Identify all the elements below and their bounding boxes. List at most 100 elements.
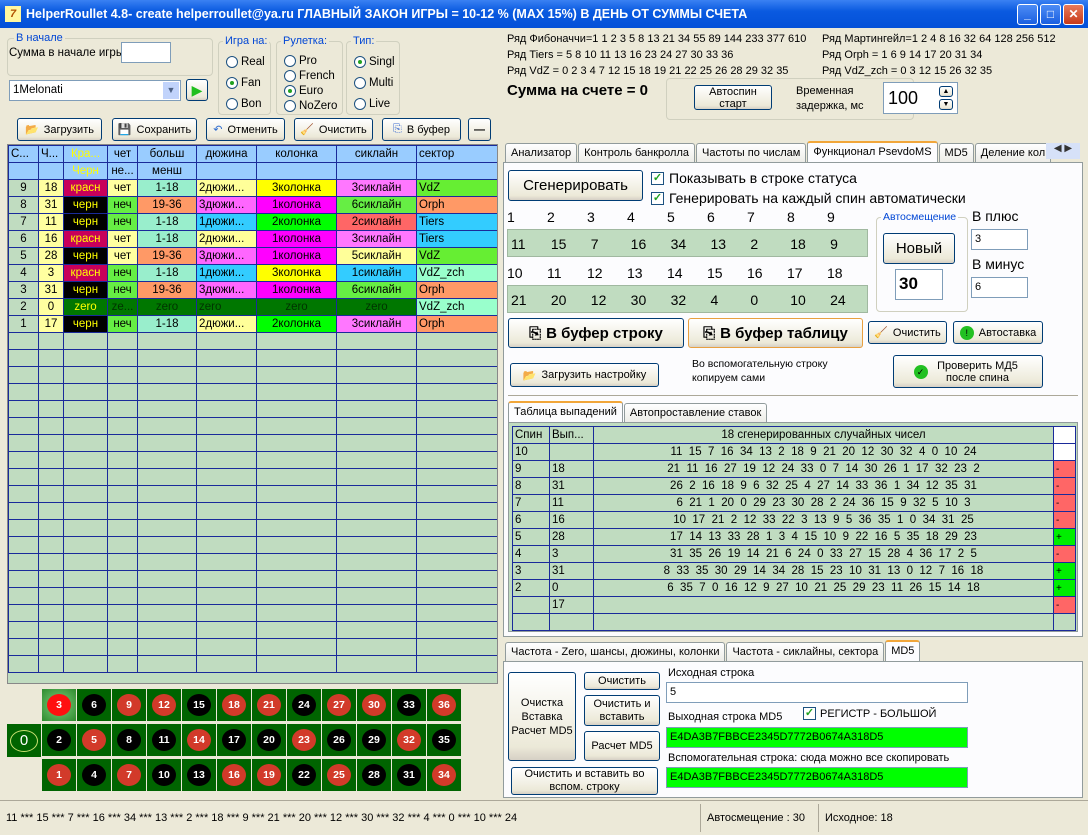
tab-2[interactable]: Частоты по числам <box>696 143 807 163</box>
board-cell-30[interactable]: 30 <box>357 689 391 721</box>
maximize-button[interactable]: □ <box>1040 4 1061 25</box>
history-row[interactable]: 9 18 красн чет 1-18 2дюжи... 3колонка 3сиклайн V… <box>8 179 497 197</box>
board-cell-9[interactable]: 9 <box>112 689 146 721</box>
clear-paste-calc-md5-button[interactable]: Очистка Вставка Расчет MD5 <box>508 672 576 761</box>
md5-clear-button[interactable]: Очистить <box>584 672 660 690</box>
board-cell-7[interactable]: 7 <box>112 759 146 791</box>
radio-roulette-nozero[interactable]: NoZero <box>284 98 337 113</box>
tab-2[interactable]: MD5 <box>885 640 921 662</box>
column-header[interactable] <box>1053 426 1076 444</box>
history-row-empty[interactable] <box>8 332 497 350</box>
history-row-empty[interactable] <box>8 519 497 537</box>
psevdo-clear-button[interactable]: 🧹 Очистить <box>868 321 947 344</box>
column-header[interactable]: сиклайн <box>336 145 417 163</box>
board-cell-28[interactable]: 28 <box>357 759 391 791</box>
column-header[interactable]: Кра... <box>63 145 108 163</box>
drops-row[interactable]: 9 18 21 11 16 27 19 12 24 33 0 7 14 30 26 … <box>512 460 1076 478</box>
radio-game-fan[interactable]: Fan <box>226 75 265 90</box>
board-cell-36[interactable]: 36 <box>427 689 461 721</box>
radio-roulette-euro[interactable]: Euro <box>284 83 337 98</box>
history-row[interactable]: 7 11 черн неч 1-18 1дюжи... 2колонка 2сиклайн Ti… <box>8 213 497 231</box>
board-cell-18[interactable]: 18 <box>217 689 251 721</box>
column-header[interactable]: Ч... <box>38 145 64 163</box>
history-row-empty[interactable] <box>8 349 497 367</box>
load-button[interactable]: 📂 Загрузить <box>17 118 102 141</box>
history-row-empty[interactable] <box>8 604 497 622</box>
column-header[interactable]: Вып... <box>549 426 594 444</box>
delay-spinner[interactable]: 100 ▲ ▼ <box>883 82 958 114</box>
chevron-down-icon[interactable]: ▼ <box>163 82 179 99</box>
board-cell-25[interactable]: 25 <box>322 759 356 791</box>
start-sum-input[interactable] <box>121 42 171 63</box>
source-string-input[interactable]: 5 <box>666 682 968 703</box>
uppercase-checkbox[interactable]: ✓ РЕГИСТР - БОЛЬШОЙ <box>803 707 936 720</box>
spin-up-icon[interactable]: ▲ <box>939 86 953 97</box>
column-header[interactable]: Спин <box>512 426 550 444</box>
tab-0[interactable]: Частота - Zero, шансы, дюжины, колонки <box>505 642 726 662</box>
drops-row[interactable]: 10 11 15 7 16 34 13 2 18 9 21 20 12 30 32… <box>512 443 1076 461</box>
clear-paste-aux-button[interactable]: Очистить и вставить во вспом. строку <box>511 767 658 795</box>
drops-row[interactable]: 6 16 10 17 21 2 12 33 22 3 13 9 5 36 35 1 … <box>512 511 1076 529</box>
board-cell-6[interactable]: 6 <box>77 689 111 721</box>
generated-values-row-1[interactable]: 11 15 7 16 34 13 2 18 9 <box>507 229 868 257</box>
drops-row[interactable]: 17 - <box>512 596 1076 614</box>
history-row-empty[interactable] <box>8 536 497 554</box>
drops-table[interactable]: Спин Вып... 18 сгенерированных случайных ч… <box>508 422 1078 632</box>
board-cell-12[interactable]: 12 <box>147 689 181 721</box>
board-cell-33[interactable]: 33 <box>392 689 426 721</box>
column-header[interactable]: больш <box>137 145 197 163</box>
drops-row[interactable]: 7 11 6 21 1 20 0 29 23 30 28 2 24 36 15 9 … <box>512 494 1076 512</box>
radio-roulette-french[interactable]: French <box>284 68 337 83</box>
drops-row-empty[interactable] <box>512 613 1076 631</box>
history-row-empty[interactable] <box>8 434 497 452</box>
history-table[interactable]: С... Ч... Кра... чет больш дюжина колонка сикла… <box>7 144 498 684</box>
history-row-empty[interactable] <box>8 638 497 656</box>
board-cell-31[interactable]: 31 <box>392 759 426 791</box>
board-cell-19[interactable]: 19 <box>252 759 286 791</box>
md5-output-field[interactable]: E4DA3B7FBBCE2345D7772B0674A318D5 <box>666 727 968 748</box>
history-row[interactable]: 8 31 черн неч 19-36 3дюжи... 1колонка 6сиклайн O… <box>8 196 497 214</box>
tab-3[interactable]: Функционал PsevdoMS <box>807 141 938 163</box>
radio-type-singl[interactable]: Singl <box>354 54 395 69</box>
column-header[interactable]: не... <box>107 162 138 180</box>
drops-row-empty[interactable] <box>512 630 1076 631</box>
board-cell-3[interactable]: 3 <box>42 689 76 721</box>
history-row-empty[interactable] <box>8 451 497 469</box>
column-header[interactable]: С... <box>8 145 39 163</box>
board-cell-17[interactable]: 17 <box>217 724 251 756</box>
tab-4[interactable]: MD5 <box>938 143 974 163</box>
history-row-empty[interactable] <box>8 570 497 588</box>
column-header[interactable]: чет <box>107 145 138 163</box>
new-offset-button[interactable]: Новый <box>883 233 955 264</box>
board-cell-35[interactable]: 35 <box>427 724 461 756</box>
copy-row-button[interactable]: ⎘ В буфер строку <box>508 318 684 348</box>
load-settings-button[interactable]: 📂 Загрузить настройку <box>510 363 659 387</box>
radio-game-real[interactable]: Real <box>226 54 265 69</box>
board-cell-27[interactable]: 27 <box>322 689 356 721</box>
board-cell-16[interactable]: 16 <box>217 759 251 791</box>
tab-5[interactable]: Деление кол <box>974 143 1052 163</box>
history-row-empty[interactable] <box>8 383 497 401</box>
column-header[interactable] <box>196 162 257 180</box>
drops-row[interactable]: 3 31 8 33 35 30 29 14 34 28 15 23 10 31 13… <box>512 562 1076 580</box>
clear-paste-button[interactable]: Очистить и вставить <box>584 695 660 726</box>
autobet-button[interactable]: ! Автоставка <box>953 321 1043 344</box>
tab-1[interactable]: Частота - сиклайны, сектора <box>726 642 885 662</box>
board-cell-24[interactable]: 24 <box>287 689 321 721</box>
board-cell-34[interactable]: 34 <box>427 759 461 791</box>
radio-type-multi[interactable]: Multi <box>354 75 395 90</box>
board-cell-29[interactable]: 29 <box>357 724 391 756</box>
history-row[interactable]: 5 28 черн чет 19-36 3дюжи... 1колонка 5сиклайн V… <box>8 247 497 265</box>
offset-input[interactable]: 30 <box>895 269 943 300</box>
minimize-button[interactable]: _ <box>1017 4 1038 25</box>
autospin-start-button[interactable]: Автоспин старт <box>694 85 772 110</box>
clear-button[interactable]: 🧹 Очистить <box>294 118 373 141</box>
board-cell-1[interactable]: 1 <box>42 759 76 791</box>
board-cell-15[interactable]: 15 <box>182 689 216 721</box>
board-cell-26[interactable]: 26 <box>322 724 356 756</box>
column-header[interactable]: дюжина <box>196 145 257 163</box>
board-cell-8[interactable]: 8 <box>112 724 146 756</box>
column-header[interactable] <box>416 162 497 180</box>
tab-1[interactable]: Контроль банкролла <box>578 143 696 163</box>
tab-0[interactable]: Анализатор <box>505 143 578 163</box>
